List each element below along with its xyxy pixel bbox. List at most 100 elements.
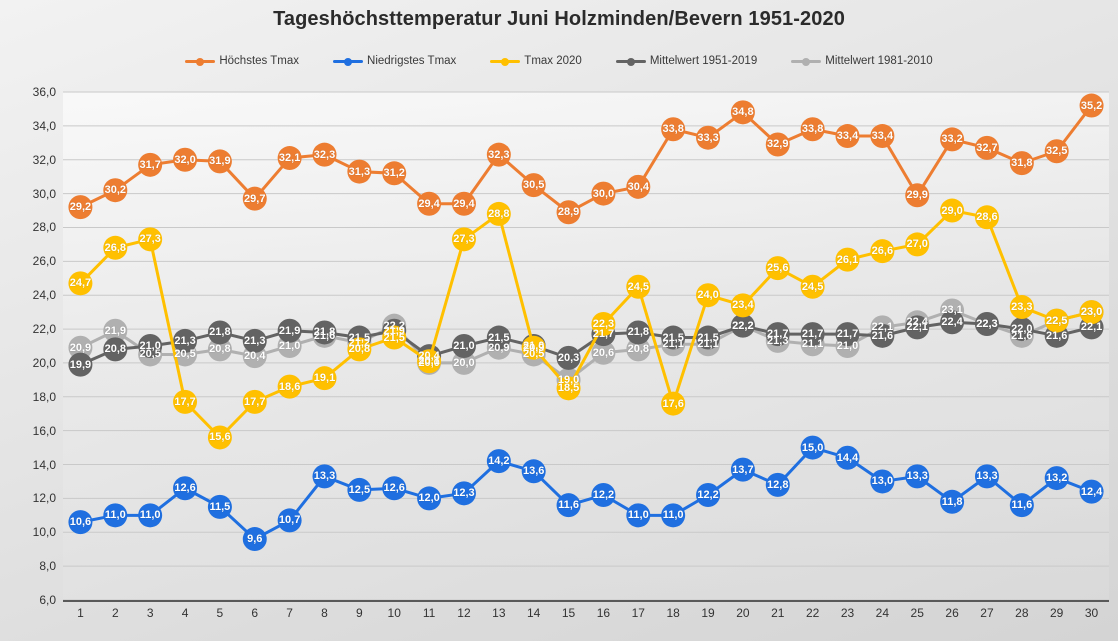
data-point[interactable] xyxy=(138,334,163,358)
data-point[interactable] xyxy=(870,469,895,494)
data-point[interactable] xyxy=(1079,479,1104,504)
legend-item-2[interactable]: Tmax 2020 xyxy=(490,55,582,67)
data-point[interactable] xyxy=(207,425,232,450)
data-point[interactable] xyxy=(905,232,930,257)
data-point[interactable] xyxy=(277,318,302,343)
data-point[interactable] xyxy=(1009,151,1034,176)
data-point[interactable] xyxy=(451,334,476,358)
data-point[interactable] xyxy=(382,161,407,186)
data-point[interactable] xyxy=(870,124,895,149)
legend-item-0[interactable]: Höchstes Tmax xyxy=(185,55,299,67)
data-point[interactable] xyxy=(626,274,651,299)
data-point[interactable] xyxy=(451,350,476,375)
data-point[interactable] xyxy=(451,481,476,506)
data-point[interactable] xyxy=(138,227,163,252)
data-point[interactable] xyxy=(277,374,302,399)
data-point[interactable] xyxy=(242,389,267,414)
data-point[interactable] xyxy=(312,142,337,167)
data-point[interactable] xyxy=(940,310,965,335)
data-point[interactable] xyxy=(696,483,721,508)
data-point[interactable] xyxy=(347,337,372,362)
data-point[interactable] xyxy=(347,477,372,502)
data-point[interactable] xyxy=(835,445,860,470)
data-point[interactable] xyxy=(68,271,93,296)
data-point[interactable] xyxy=(486,325,511,350)
data-point[interactable] xyxy=(417,486,442,511)
data-point[interactable] xyxy=(173,389,198,414)
data-point[interactable] xyxy=(1009,317,1034,342)
data-point[interactable] xyxy=(940,127,965,152)
data-point[interactable] xyxy=(382,476,407,501)
data-point[interactable] xyxy=(905,464,930,489)
data-point[interactable] xyxy=(626,320,651,345)
data-point[interactable] xyxy=(661,117,686,142)
data-point[interactable] xyxy=(68,335,93,360)
data-point[interactable] xyxy=(591,311,616,336)
data-point[interactable] xyxy=(765,322,790,347)
data-point[interactable] xyxy=(626,503,651,528)
data-point[interactable] xyxy=(207,337,232,362)
data-point[interactable] xyxy=(312,464,337,489)
data-point[interactable] xyxy=(103,503,128,528)
data-point[interactable] xyxy=(68,510,93,535)
data-point[interactable] xyxy=(974,205,999,230)
data-point[interactable] xyxy=(1044,308,1069,333)
data-point[interactable] xyxy=(661,325,686,350)
data-point[interactable] xyxy=(591,483,616,508)
data-point[interactable] xyxy=(521,173,546,198)
data-point[interactable] xyxy=(974,135,999,160)
data-point[interactable] xyxy=(277,146,302,171)
data-point[interactable] xyxy=(626,174,651,199)
data-point[interactable] xyxy=(1009,493,1034,518)
data-point[interactable] xyxy=(173,147,198,172)
data-point[interactable] xyxy=(207,320,232,345)
data-point[interactable] xyxy=(1044,466,1069,491)
data-point[interactable] xyxy=(521,459,546,484)
data-point[interactable] xyxy=(730,457,755,482)
data-point[interactable] xyxy=(1079,300,1104,325)
data-point[interactable] xyxy=(1044,139,1069,164)
data-point[interactable] xyxy=(242,186,267,211)
data-point[interactable] xyxy=(626,337,651,362)
data-point[interactable] xyxy=(765,256,790,281)
legend-item-3[interactable]: Mittelwert 1951-2019 xyxy=(615,55,757,67)
data-point[interactable] xyxy=(974,464,999,489)
data-point[interactable] xyxy=(696,325,721,350)
data-point[interactable] xyxy=(347,159,372,184)
data-point[interactable] xyxy=(905,315,930,340)
data-point[interactable] xyxy=(765,472,790,497)
data-point[interactable] xyxy=(800,322,825,347)
data-point[interactable] xyxy=(138,152,163,177)
data-point[interactable] xyxy=(242,328,267,353)
data-point[interactable] xyxy=(103,178,128,203)
data-point[interactable] xyxy=(696,125,721,150)
data-point[interactable] xyxy=(661,503,686,528)
data-point[interactable] xyxy=(103,235,128,260)
data-point[interactable] xyxy=(207,494,232,519)
data-point[interactable] xyxy=(870,239,895,264)
data-point[interactable] xyxy=(1009,295,1034,320)
data-point[interactable] xyxy=(870,323,895,348)
data-point[interactable] xyxy=(451,227,476,252)
data-point[interactable] xyxy=(1079,93,1104,118)
data-point[interactable] xyxy=(103,337,128,362)
data-point[interactable] xyxy=(103,318,128,343)
data-point[interactable] xyxy=(486,201,511,226)
data-point[interactable] xyxy=(940,489,965,514)
data-point[interactable] xyxy=(382,325,407,350)
data-point[interactable] xyxy=(486,142,511,167)
data-point[interactable] xyxy=(312,366,337,391)
data-point[interactable] xyxy=(730,100,755,125)
data-point[interactable] xyxy=(242,527,267,552)
data-point[interactable] xyxy=(451,191,476,216)
data-point[interactable] xyxy=(765,132,790,157)
data-point[interactable] xyxy=(800,435,825,460)
data-point[interactable] xyxy=(277,508,302,533)
data-point[interactable] xyxy=(556,376,581,401)
data-point[interactable] xyxy=(173,476,198,501)
data-point[interactable] xyxy=(556,345,581,370)
data-point[interactable] xyxy=(417,349,442,374)
data-point[interactable] xyxy=(800,274,825,299)
data-point[interactable] xyxy=(835,124,860,149)
data-point[interactable] xyxy=(556,200,581,225)
